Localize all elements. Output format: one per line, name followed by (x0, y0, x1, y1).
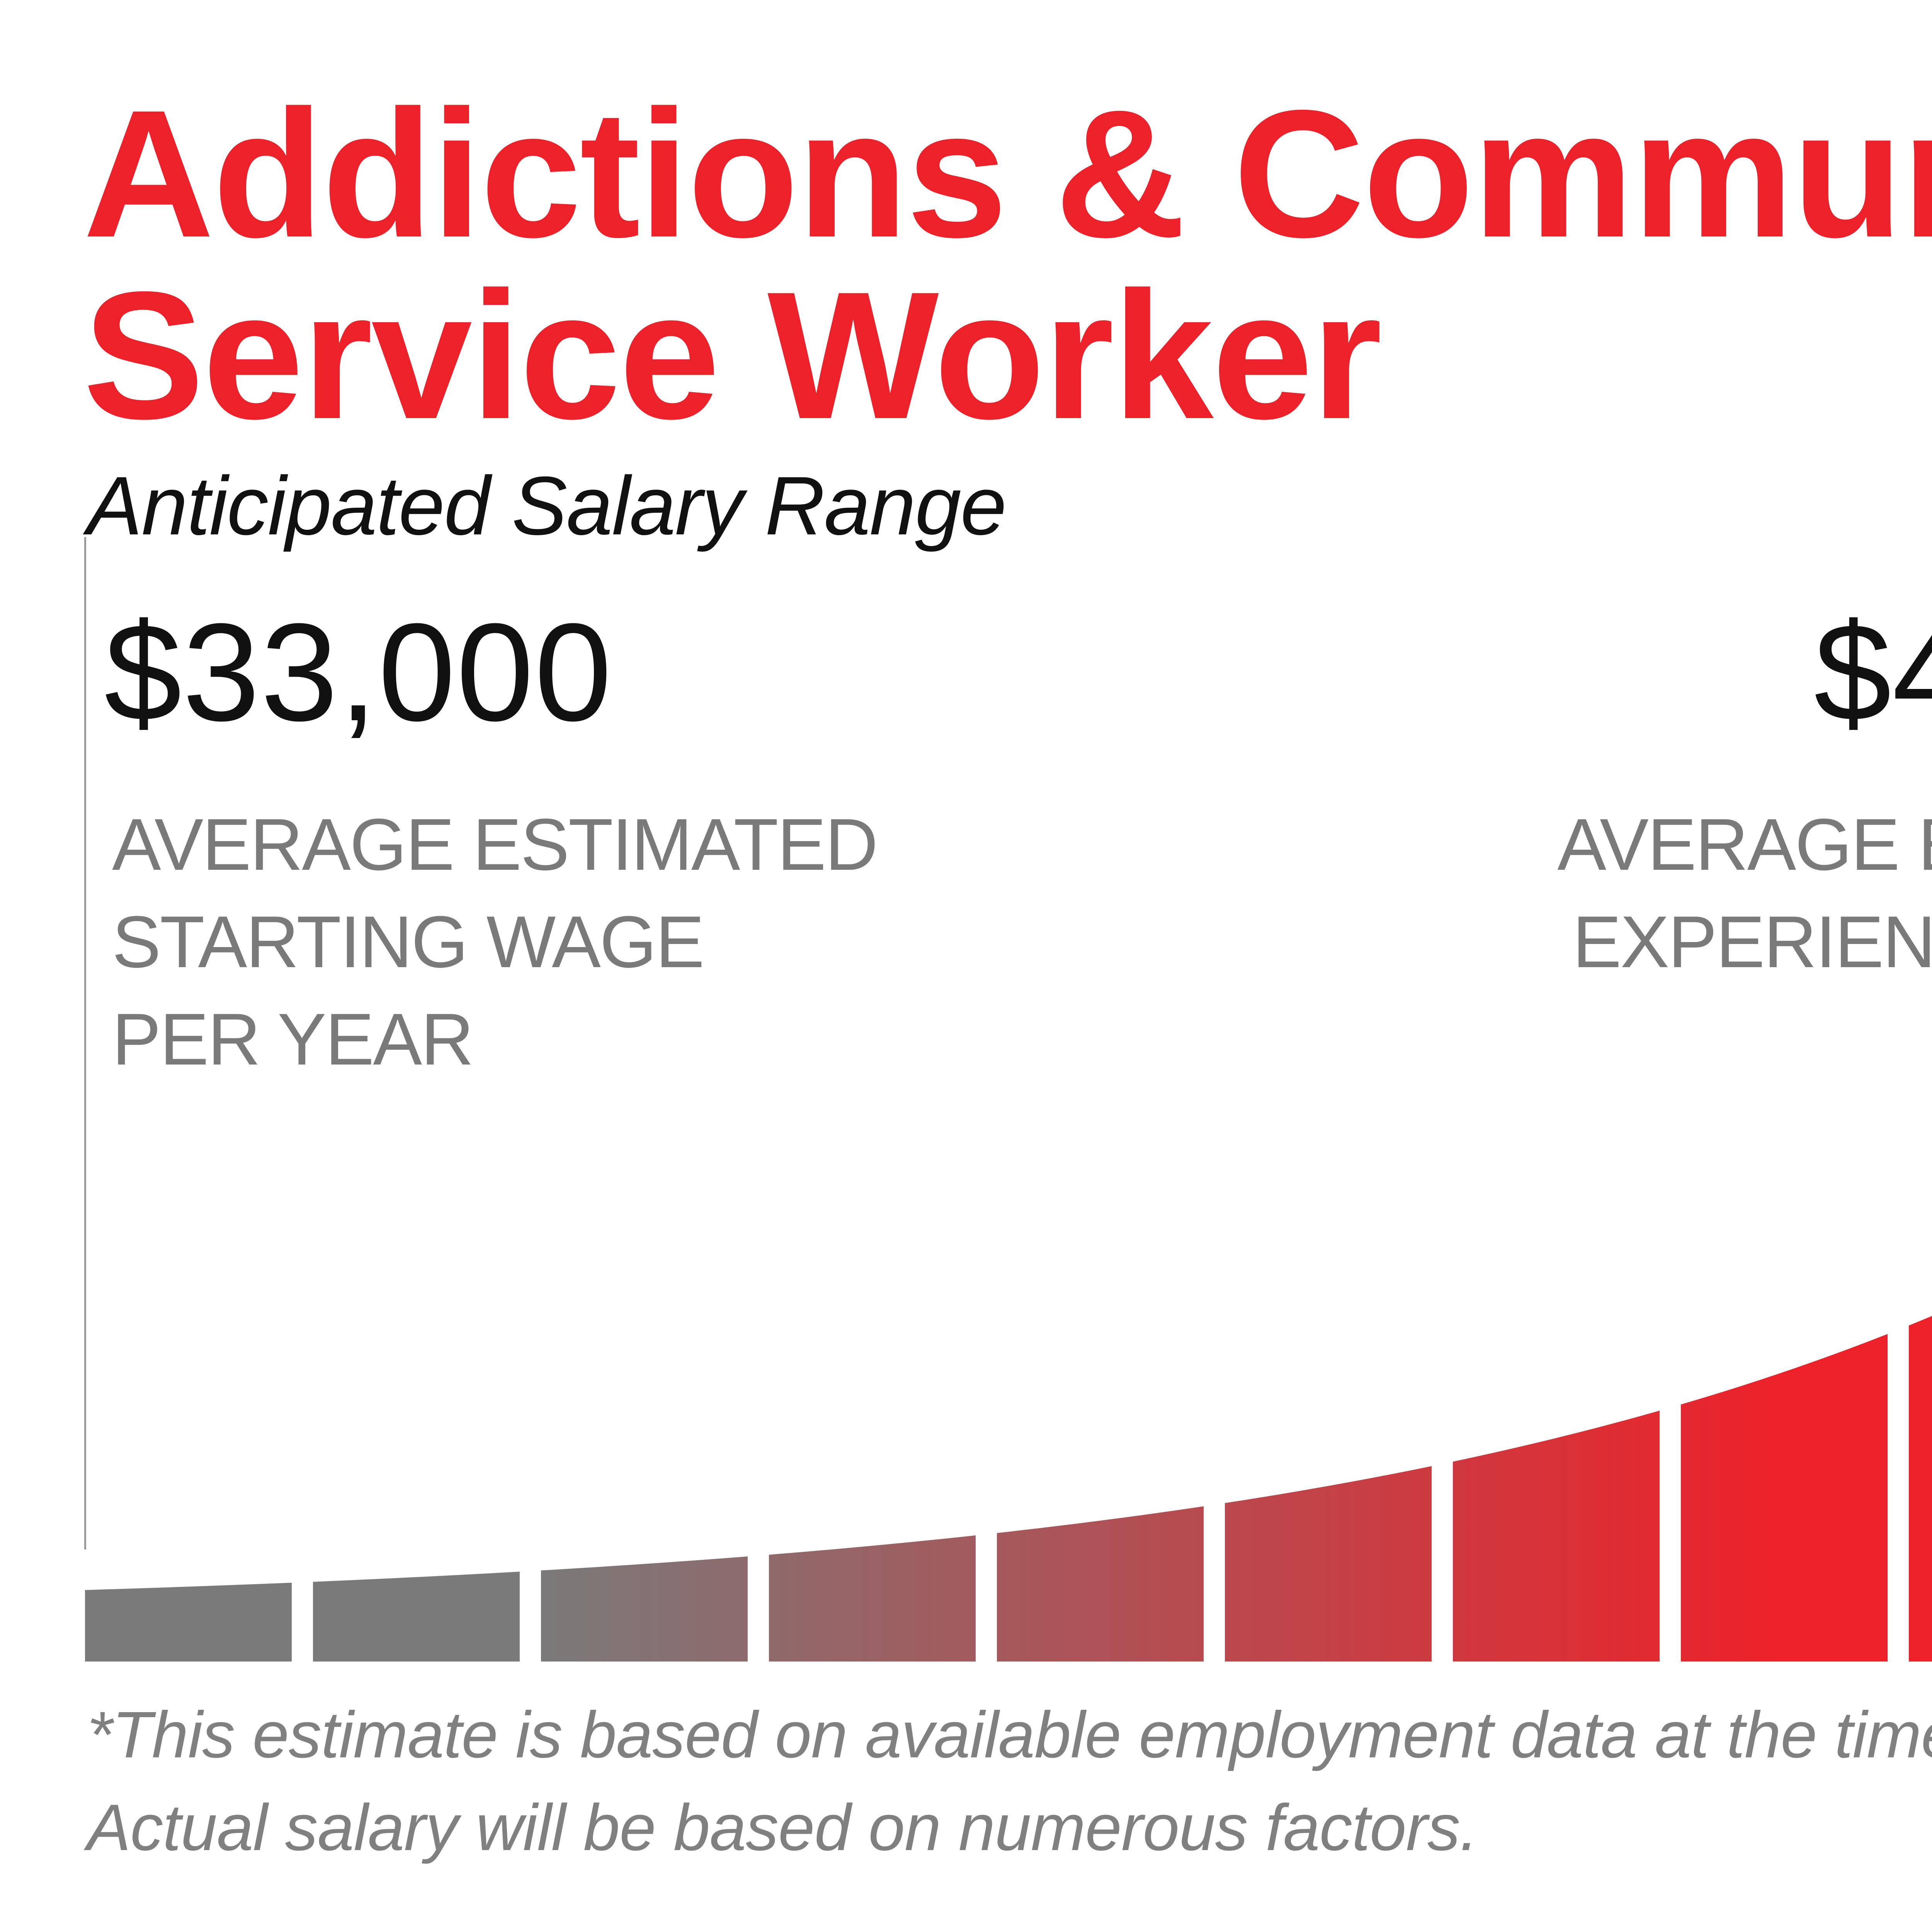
salary-bar (1453, 1410, 1660, 1662)
salary-bar (313, 1571, 520, 1662)
salary-bar (769, 1535, 976, 1662)
starting-wage-amount: $33,000 (104, 595, 613, 750)
salary-bar (1225, 1466, 1432, 1662)
starting-label-line: AVERAGE ESTIMATED (112, 804, 878, 886)
footnote-line-2: Actual salary will be based on numerous … (87, 1791, 1478, 1864)
starting-label-line: STARTING WAGE (112, 901, 704, 983)
title-line-1: Addictions & Community (83, 72, 1932, 275)
starting-label-line: PER YEAR (112, 998, 474, 1080)
salary-bar (1909, 1316, 1932, 1662)
experienced-label-line: AVERAGE ESTIMATED (1557, 804, 1932, 886)
salary-bar (1681, 1334, 1888, 1662)
title-line-2: Service Worker (83, 254, 1382, 457)
subtitle: Anticipated Salary Range (87, 459, 1007, 552)
footnote-line-1: *This estimate is based on available emp… (87, 1698, 1932, 1772)
experienced-label-line: EXPERIENCED WAGE (1572, 901, 1932, 983)
salary-bar (541, 1556, 748, 1662)
page-title: Addictions & Community Service Worker (83, 83, 1932, 446)
starting-wage-label: AVERAGE ESTIMATED STARTING WAGE PER YEAR (112, 796, 878, 1088)
experienced-wage-label: AVERAGE ESTIMATED EXPERIENCED WAGE PER Y… (1557, 796, 1932, 1088)
salary-bar (85, 1583, 292, 1662)
salary-bar (997, 1506, 1204, 1662)
bars-group (85, 1316, 1932, 1662)
experienced-wage-amount: $45,000 (1814, 595, 1932, 750)
left-axis-line (84, 537, 86, 1549)
footnote: *This estimate is based on available emp… (87, 1689, 1932, 1874)
